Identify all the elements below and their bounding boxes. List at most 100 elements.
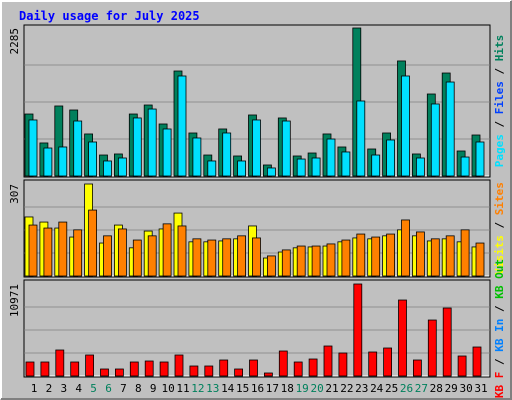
x-tick-label: 25 bbox=[385, 382, 398, 395]
bar bbox=[207, 239, 217, 277]
bar bbox=[263, 372, 273, 377]
bar bbox=[386, 233, 396, 277]
bar bbox=[326, 243, 336, 277]
y-max-label: 2285 bbox=[8, 28, 21, 55]
bar bbox=[100, 368, 109, 377]
bar bbox=[475, 242, 485, 277]
x-tick-label: 27 bbox=[415, 382, 428, 395]
bar bbox=[293, 361, 303, 377]
x-tick-label: 24 bbox=[370, 382, 384, 395]
bar bbox=[311, 157, 321, 177]
x-tick-label: 4 bbox=[75, 382, 82, 395]
x-tick-label: 6 bbox=[105, 382, 112, 395]
bar bbox=[460, 156, 470, 177]
bar bbox=[475, 141, 485, 177]
bar bbox=[266, 255, 276, 277]
bar bbox=[311, 245, 321, 277]
x-tick-label: 26 bbox=[400, 382, 413, 395]
bar bbox=[174, 354, 184, 377]
bar bbox=[237, 160, 247, 177]
bar bbox=[326, 138, 336, 177]
bar bbox=[55, 349, 65, 377]
y-max-label: 10971 bbox=[8, 284, 21, 317]
x-tick-label: 19 bbox=[296, 382, 309, 395]
bar bbox=[278, 350, 288, 377]
bar bbox=[43, 227, 53, 277]
x-tick-label: 22 bbox=[340, 382, 353, 395]
bar bbox=[445, 81, 455, 177]
bar bbox=[415, 157, 425, 177]
bar bbox=[368, 351, 378, 377]
legend-entry: Sites bbox=[493, 182, 506, 215]
bar bbox=[147, 108, 157, 177]
bar bbox=[177, 225, 187, 277]
bar bbox=[457, 355, 467, 377]
legend-entry: KB F bbox=[493, 372, 506, 399]
bar bbox=[338, 352, 348, 377]
bar bbox=[296, 158, 306, 177]
bar bbox=[445, 235, 455, 277]
bar bbox=[88, 141, 97, 177]
legend-separator: / bbox=[493, 352, 506, 372]
legend: Pages / Files / Hits bbox=[493, 35, 506, 168]
bar bbox=[401, 219, 410, 277]
bar bbox=[222, 132, 232, 177]
legend-entry: Visits bbox=[493, 235, 506, 275]
bar bbox=[28, 224, 38, 277]
bar bbox=[204, 365, 214, 377]
bar bbox=[40, 361, 50, 377]
bar bbox=[353, 283, 363, 377]
bar bbox=[85, 354, 94, 377]
bar bbox=[460, 229, 470, 277]
bar bbox=[103, 160, 112, 177]
bar bbox=[252, 119, 261, 177]
bar bbox=[427, 319, 437, 377]
bar bbox=[159, 361, 169, 377]
bar bbox=[281, 120, 291, 177]
bar bbox=[341, 239, 351, 277]
bar bbox=[58, 146, 68, 177]
bar bbox=[43, 147, 53, 177]
bar bbox=[430, 238, 440, 277]
bar bbox=[386, 139, 396, 177]
x-tick-label: 10 bbox=[161, 382, 174, 395]
y-max-label: 307 bbox=[8, 184, 21, 204]
x-tick-label: 18 bbox=[281, 382, 294, 395]
legend-entry: Hits bbox=[493, 35, 506, 62]
x-tick-label: 17 bbox=[266, 382, 279, 395]
x-tick-label: 11 bbox=[176, 382, 189, 395]
x-tick-label: 15 bbox=[236, 382, 249, 395]
bar bbox=[219, 359, 229, 377]
bar bbox=[430, 103, 440, 177]
bar bbox=[58, 221, 68, 277]
x-tick-label: 28 bbox=[430, 382, 443, 395]
legend: KB F / KB In / KB Out bbox=[493, 259, 506, 398]
bar bbox=[323, 345, 333, 377]
x-tick-label: 9 bbox=[150, 382, 157, 395]
bar bbox=[144, 360, 154, 377]
bar bbox=[118, 157, 127, 177]
bar bbox=[401, 75, 410, 177]
bar bbox=[371, 154, 381, 177]
bar bbox=[129, 361, 139, 377]
bar bbox=[73, 229, 83, 277]
x-tick-label: 21 bbox=[325, 382, 338, 395]
bar bbox=[73, 120, 83, 177]
x-tick-label: 30 bbox=[459, 382, 472, 395]
bar bbox=[296, 245, 306, 277]
legend-separator: / bbox=[493, 299, 506, 319]
bar bbox=[192, 137, 202, 177]
legend: Visits / Sites bbox=[493, 182, 506, 275]
bar bbox=[207, 160, 217, 177]
bar bbox=[118, 228, 127, 277]
legend-entry: KB Out bbox=[493, 259, 506, 299]
bar bbox=[192, 238, 202, 277]
legend-entry: Files bbox=[493, 81, 506, 114]
bar bbox=[281, 249, 291, 277]
bar bbox=[132, 239, 142, 277]
x-tick-label: 5 bbox=[90, 382, 97, 395]
bar bbox=[222, 238, 232, 277]
